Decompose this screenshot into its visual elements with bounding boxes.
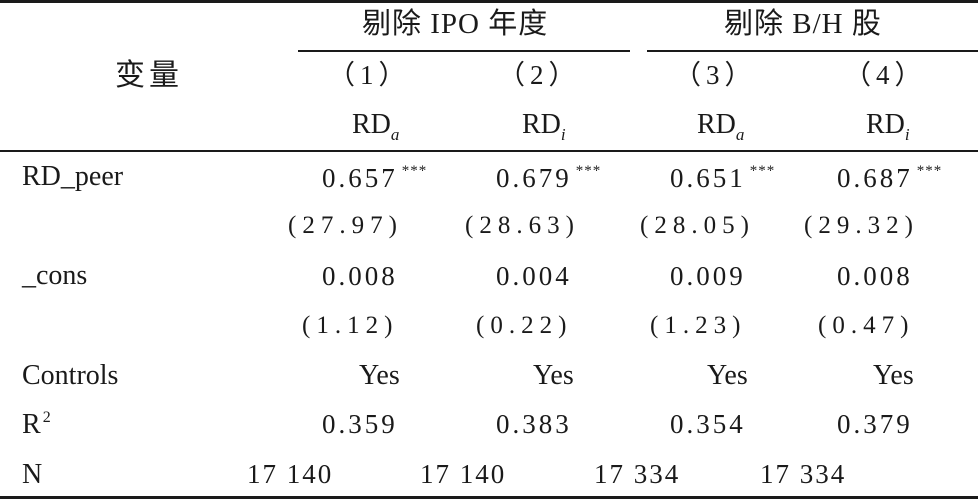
- r2-1: 0.359: [322, 409, 398, 439]
- dep-var-1-sub: a: [390, 125, 400, 144]
- col-number-2: （2）: [498, 60, 581, 90]
- dep-var-3: RDa: [697, 109, 744, 144]
- coef-rd-peer-1-stars: ***: [401, 163, 428, 179]
- bottom-rule: [0, 496, 978, 499]
- tstat-cons-3: (1.23): [650, 312, 747, 339]
- dep-var-4-base: RD: [866, 109, 905, 140]
- tstat-rd-peer-1: (27.97): [288, 212, 403, 239]
- coef-rd-peer-1: 0.657 ***: [322, 163, 428, 193]
- r2-2: 0.383: [496, 409, 572, 439]
- coef-rd-peer-3-stars: ***: [749, 163, 776, 179]
- top-rule: [0, 0, 978, 3]
- dep-var-2-base: RD: [522, 109, 561, 140]
- row-label-cons: _cons: [22, 260, 88, 291]
- group-rule-1: [298, 50, 630, 52]
- n-4: 17 334: [760, 459, 847, 489]
- n-2: 17 140: [420, 459, 507, 489]
- col-number-3: （3）: [674, 60, 757, 90]
- dep-var-2-sub: i: [560, 125, 566, 144]
- tstat-cons-2: (0.22): [476, 312, 573, 339]
- row-label-rd-peer: RD_peer: [22, 161, 124, 192]
- coef-cons-3: 0.009: [670, 261, 746, 291]
- r2-3: 0.354: [670, 409, 746, 439]
- coef-rd-peer-4: 0.687 ***: [837, 163, 943, 193]
- row-header: 变量: [115, 59, 183, 92]
- coef-cons-4: 0.008: [837, 261, 913, 291]
- tstat-rd-peer-4: (29.32): [804, 212, 919, 239]
- dep-var-3-base: RD: [697, 109, 736, 140]
- coef-rd-peer-2: 0.679 ***: [496, 163, 602, 193]
- coef-rd-peer-2-stars: ***: [575, 163, 602, 179]
- coef-cons-2: 0.004: [496, 261, 572, 291]
- row-label-controls: Controls: [22, 360, 119, 391]
- tstat-cons-4: (0.47): [818, 312, 915, 339]
- tstat-rd-peer-2: (28.63): [465, 212, 580, 239]
- coef-rd-peer-4-stars: ***: [916, 163, 943, 179]
- r2-base: R: [22, 409, 41, 440]
- dep-var-3-sub: a: [735, 125, 745, 144]
- controls-3: Yes: [707, 360, 748, 391]
- group-header-1: 剔除 IPO 年度: [362, 8, 549, 40]
- n-1: 17 140: [247, 459, 334, 489]
- dep-var-4-sub: i: [904, 125, 910, 144]
- coef-cons-1: 0.008: [322, 261, 398, 291]
- header-rule: [0, 150, 978, 152]
- dep-var-1-base: RD: [352, 109, 391, 140]
- group-rule-2: [647, 50, 978, 52]
- row-label-n: N: [22, 459, 43, 490]
- tstat-rd-peer-3: (28.05): [640, 212, 755, 239]
- controls-2: Yes: [533, 360, 574, 391]
- tstat-cons-1: (1.12): [302, 312, 399, 339]
- group-header-2: 剔除 B/H 股: [724, 8, 882, 40]
- r2-sup: 2: [42, 409, 51, 426]
- controls-1: Yes: [359, 360, 400, 391]
- coef-rd-peer-4-value: 0.687: [837, 163, 913, 193]
- dep-var-1: RDa: [352, 109, 399, 144]
- coef-rd-peer-1-value: 0.657: [322, 163, 398, 193]
- col-number-1: （1）: [328, 60, 411, 90]
- controls-4: Yes: [873, 360, 914, 391]
- dep-var-4: RDi: [866, 109, 910, 144]
- coef-rd-peer-2-value: 0.679: [496, 163, 572, 193]
- n-3: 17 334: [594, 459, 681, 489]
- col-number-4: （4）: [844, 60, 927, 90]
- dep-var-2: RDi: [522, 109, 566, 144]
- coef-rd-peer-3: 0.651 ***: [670, 163, 776, 193]
- r2-4: 0.379: [837, 409, 913, 439]
- coef-rd-peer-3-value: 0.651: [670, 163, 746, 193]
